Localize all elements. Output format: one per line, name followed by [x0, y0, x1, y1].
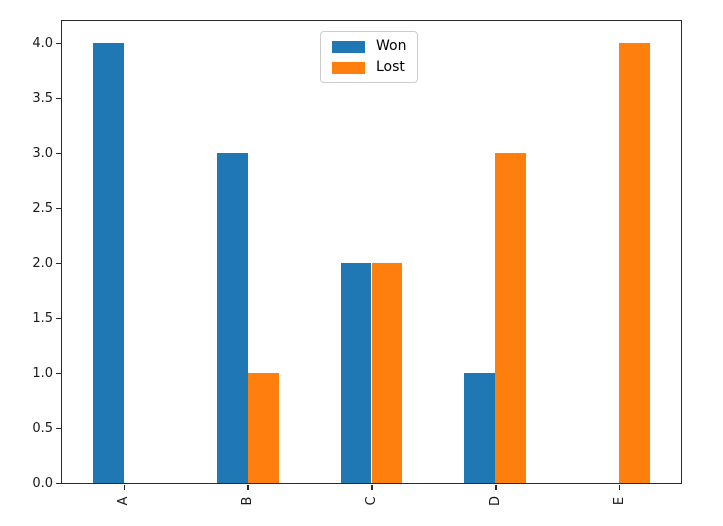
y-tick-label: 2.5	[32, 200, 53, 216]
x-tick-label: B	[240, 496, 256, 505]
bar-won-a	[92, 43, 124, 483]
x-tick-mark	[495, 485, 497, 490]
y-tick-mark	[56, 262, 61, 265]
legend-label: Won	[376, 38, 407, 54]
y-tick-mark	[56, 97, 61, 100]
y-tick-mark	[56, 317, 61, 320]
x-tick-label: A	[116, 496, 132, 505]
x-tick-label: D	[487, 495, 503, 506]
y-tick-label: 0.0	[32, 475, 53, 491]
bar-won-b	[216, 153, 248, 483]
y-tick-mark	[56, 152, 61, 155]
x-tick-label: E	[611, 496, 627, 505]
bar-won-d	[464, 373, 496, 483]
y-tick-label: 2.0	[32, 255, 53, 271]
bar-lost-c	[371, 263, 403, 483]
x-tick-mark	[618, 485, 621, 490]
x-tick-mark	[123, 485, 126, 490]
y-tick-label: 1.0	[32, 365, 53, 381]
legend-item-won: Won	[332, 39, 406, 54]
legend-item-lost: Lost	[332, 60, 406, 75]
y-tick-label: 0.5	[32, 420, 53, 436]
y-tick-label: 3.5	[32, 90, 53, 106]
legend: Won Lost	[320, 31, 419, 83]
y-tick-mark	[56, 207, 61, 210]
y-tick-mark	[56, 372, 61, 375]
y-tick-label: 1.5	[32, 310, 53, 326]
x-tick-mark	[371, 485, 373, 490]
plot-area	[61, 20, 682, 484]
y-tick-mark	[56, 427, 61, 430]
bar-lost-e	[619, 43, 650, 483]
legend-swatch-won	[332, 40, 365, 53]
y-tick-mark	[56, 42, 61, 45]
x-tick-mark	[247, 485, 249, 490]
y-tick-label: 4.0	[32, 35, 53, 51]
bar-lost-b	[247, 373, 279, 483]
bar-lost-d	[495, 153, 527, 483]
legend-label: Lost	[376, 59, 405, 75]
legend-swatch-lost	[332, 61, 365, 74]
bars-layer	[62, 21, 681, 483]
bar-won-c	[340, 263, 372, 483]
y-tick-mark	[56, 482, 61, 485]
x-tick-label: C	[364, 495, 379, 506]
y-tick-label: 3.0	[32, 145, 53, 161]
